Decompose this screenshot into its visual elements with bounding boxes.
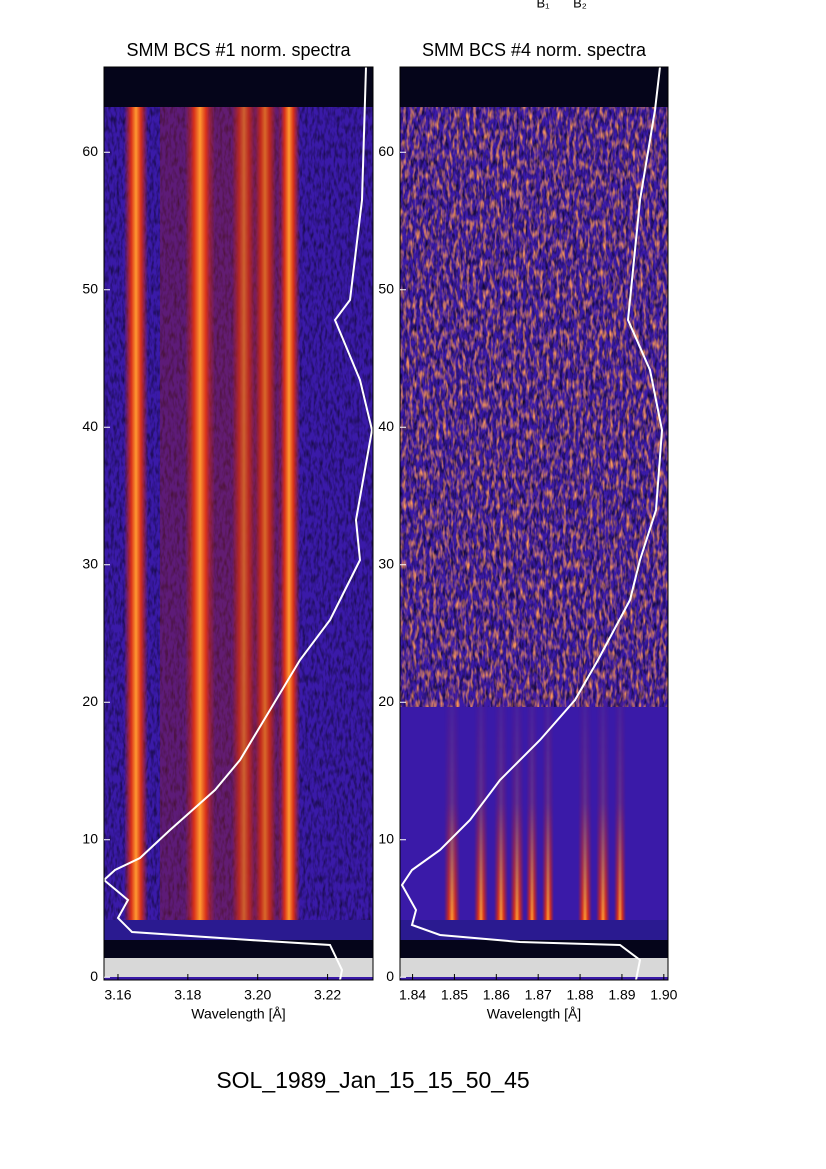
- y-tick-label: 0: [90, 968, 98, 984]
- x-axis-label: Wavelength [Å]: [191, 1006, 285, 1022]
- y-tick-label: 10: [378, 830, 394, 846]
- x-tick-label: 1.90: [650, 987, 677, 1003]
- y-tick-label: 50: [378, 280, 394, 296]
- plot-frame: [103, 66, 374, 981]
- x-tick-label: 1.85: [441, 987, 468, 1003]
- x-tick-label: 3.20: [244, 987, 271, 1003]
- x-tick-label: 3.22: [314, 987, 341, 1003]
- chart-title: SMM BCS #1 norm. spectra: [126, 40, 351, 60]
- plot-frame: [399, 66, 669, 981]
- y-tick-label: 20: [82, 693, 98, 709]
- spectrogram-1: [102, 66, 374, 981]
- x-tick-label: 3.18: [174, 987, 201, 1003]
- x-tick-label: 1.88: [566, 987, 593, 1003]
- x-tick-label: 3.16: [104, 987, 131, 1003]
- y-tick-label: 60: [82, 143, 98, 159]
- annotation: B₂: [573, 0, 587, 10]
- y-tick-label: 50: [82, 280, 98, 296]
- x-tick-label: 1.89: [608, 987, 635, 1003]
- y-tick-label: 30: [82, 555, 98, 571]
- chart-title: SMM BCS #4 norm. spectra: [422, 40, 647, 60]
- x-tick-label: 1.86: [483, 987, 510, 1003]
- y-tick-label: 30: [378, 555, 394, 571]
- y-tick-label: 40: [82, 418, 98, 434]
- x-axis-label: Wavelength [Å]: [487, 1006, 581, 1022]
- x-tick-label: 1.84: [399, 987, 426, 1003]
- y-tick-label: 0: [386, 968, 394, 984]
- y-tick-label: 20: [378, 693, 394, 709]
- y-tick-label: 60: [378, 143, 394, 159]
- annotation: B₁: [536, 0, 550, 10]
- spectrogram-2: [400, 66, 668, 981]
- y-tick-label: 40: [378, 418, 394, 434]
- x-tick-label: 1.87: [525, 987, 552, 1003]
- y-tick-label: 10: [82, 830, 98, 846]
- footer: SOL_1989_Jan_15_15_50_45: [216, 1067, 529, 1093]
